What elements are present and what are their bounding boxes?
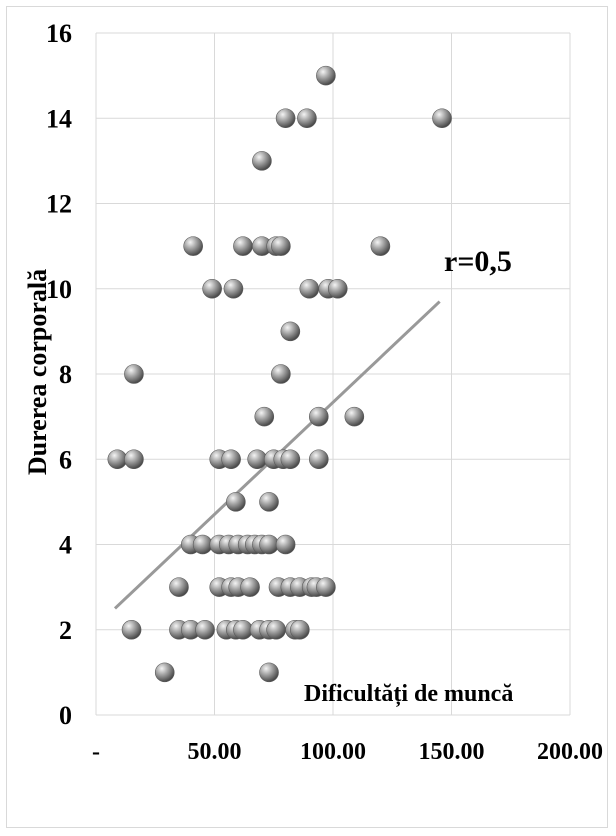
data-point	[202, 278, 222, 299]
data-point	[107, 449, 128, 470]
x-tick-label: 150.00	[419, 739, 485, 765]
x-tick-label: 50.00	[188, 739, 242, 765]
y-tick-label: 14	[46, 104, 72, 133]
data-point	[290, 619, 310, 640]
data-point	[183, 236, 203, 256]
data-point	[266, 619, 286, 640]
data-point	[192, 534, 213, 555]
data-point	[233, 236, 253, 256]
y-tick-label: 12	[46, 190, 72, 219]
data-point	[327, 278, 348, 299]
data-point	[275, 534, 296, 555]
data-point	[259, 534, 279, 555]
data-point	[308, 406, 329, 427]
data-point	[195, 619, 215, 640]
data-point	[344, 406, 365, 427]
y-tick-label: 8	[59, 360, 72, 389]
data-point	[271, 236, 291, 256]
chart-frame	[6, 6, 608, 828]
data-point	[247, 449, 267, 470]
data-point	[316, 577, 336, 597]
y-tick-label: 0	[59, 701, 72, 730]
y-axis-ticks: 0 2 4 6 8 10 12 14 16	[46, 19, 72, 730]
data-point	[254, 406, 275, 427]
data-point	[240, 577, 260, 597]
data-point	[297, 108, 317, 129]
x-axis-label: Dificultăți de muncă	[304, 681, 513, 707]
gridlines	[95, 32, 571, 716]
data-points	[107, 65, 452, 683]
data-point	[169, 577, 189, 597]
data-point	[308, 449, 329, 470]
data-point	[259, 492, 279, 512]
y-tick-label: 4	[59, 531, 72, 560]
data-point	[124, 449, 144, 470]
data-point	[316, 65, 336, 86]
x-tick-label: 200.00	[537, 739, 603, 765]
y-tick-label: 2	[59, 616, 72, 645]
data-point	[271, 364, 291, 384]
correlation-annotation: r=0,5	[444, 245, 512, 278]
data-point	[432, 108, 452, 129]
data-point	[223, 278, 244, 299]
x-tick-label: -	[92, 739, 100, 765]
data-point	[121, 619, 142, 640]
data-point	[370, 236, 391, 256]
x-axis-ticks: - 50.00 100.00 150.00 200.00	[92, 739, 603, 765]
y-tick-label: 16	[46, 19, 72, 48]
data-point	[226, 492, 246, 512]
data-point	[233, 619, 253, 640]
data-point	[280, 321, 301, 342]
data-point	[154, 662, 175, 683]
data-point	[124, 364, 144, 384]
x-tick-label: 100.00	[300, 739, 366, 765]
data-point	[252, 151, 272, 171]
y-axis-label: Durerea corporală	[23, 269, 52, 475]
data-point	[259, 662, 279, 683]
data-point	[221, 449, 241, 470]
data-point	[280, 449, 301, 470]
y-tick-label: 10	[46, 275, 72, 304]
data-point	[275, 108, 296, 129]
data-point	[299, 278, 320, 299]
y-tick-label: 6	[59, 445, 72, 474]
